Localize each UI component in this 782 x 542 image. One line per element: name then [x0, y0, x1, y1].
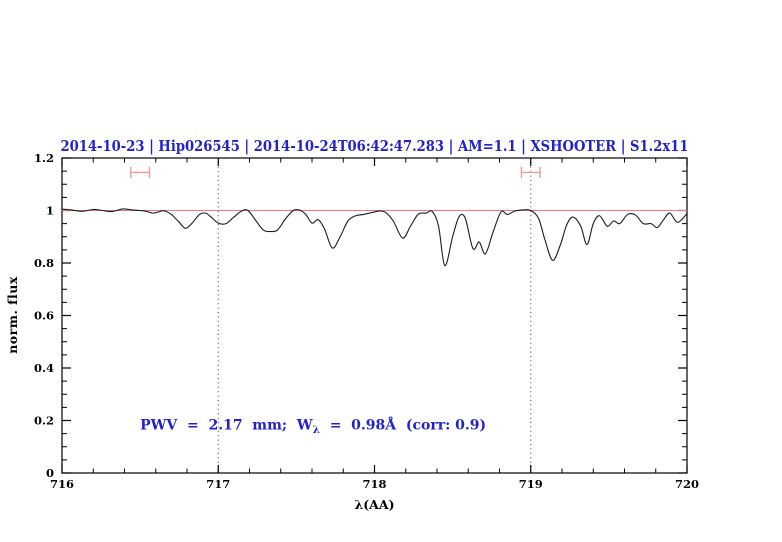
region-marker	[520, 166, 541, 178]
y-tick-label: 1.2	[34, 151, 54, 165]
pwv-annotation-subscript: λ	[313, 424, 320, 436]
y-tick-label: 0.4	[34, 361, 54, 375]
y-tick-label: 0	[46, 466, 54, 480]
y-tick-label: 0.2	[34, 414, 54, 428]
x-tick-label: 719	[519, 477, 543, 491]
x-tick-label: 718	[362, 477, 386, 491]
x-tick-label: 716	[50, 477, 74, 491]
y-tick-label: 0.8	[34, 256, 54, 270]
pwv-annotation-suffix: = 0.98Å (corr: 0.9)	[320, 416, 486, 434]
region-marker	[130, 166, 151, 178]
y-tick-label: 1	[46, 204, 54, 218]
pwv-annotation: PWV = 2.17 mm; Wλ = 0.98Å (corr: 0.9)	[140, 416, 486, 437]
x-tick-label: 720	[675, 477, 699, 491]
data-layer	[61, 166, 688, 267]
spectrum-curve	[61, 208, 688, 267]
pwv-annotation-prefix: PWV = 2.17 mm; W	[140, 418, 313, 434]
y-axis-label: norm. flux	[5, 276, 20, 354]
y-tick-label: 0.6	[34, 309, 54, 323]
axes-layer: 716 717 718 719 720 0 0.2 0.4 0.6 0.8 1 1.2	[34, 151, 699, 491]
plot-title: 2014-10-23 | Hip026545 | 2014-10-24T06:4…	[61, 137, 689, 155]
x-tick-label: 717	[206, 477, 230, 491]
x-axis-label: λ(AA)	[355, 497, 395, 512]
